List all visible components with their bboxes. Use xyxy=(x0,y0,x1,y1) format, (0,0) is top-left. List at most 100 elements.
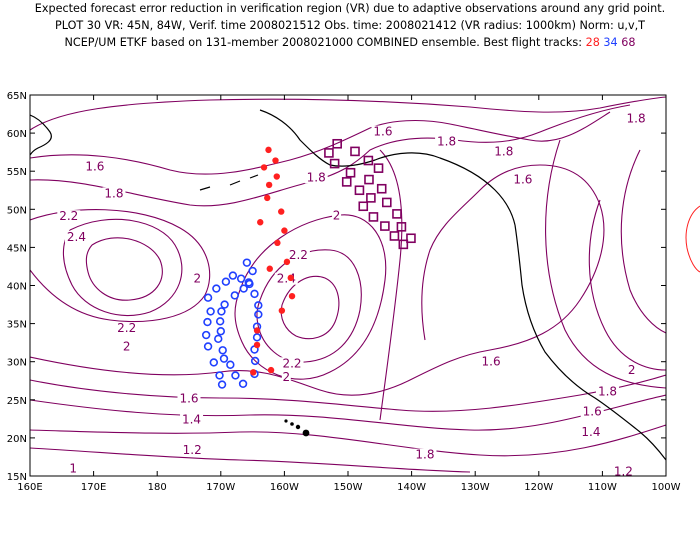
track-34-point xyxy=(214,334,223,344)
track-34-point xyxy=(221,277,231,286)
track-68-point xyxy=(363,155,374,166)
contour-label-bg xyxy=(413,448,437,461)
island xyxy=(284,419,288,423)
track-28-point xyxy=(264,194,271,202)
track-28-point xyxy=(267,366,275,374)
track-34-point xyxy=(215,371,224,380)
contour-label: 2 xyxy=(628,363,636,377)
lat-label: 20N xyxy=(7,434,27,445)
contour-label: 2 xyxy=(333,208,341,222)
contour-label-bg xyxy=(627,364,637,377)
track-68-point xyxy=(329,158,340,169)
contour-label-bg xyxy=(304,171,328,184)
contour-label-bg xyxy=(479,355,503,368)
contour-2-4-mid-ring xyxy=(280,275,340,340)
island xyxy=(295,424,301,430)
track-34-point xyxy=(230,291,239,300)
lat-label: 25N xyxy=(7,396,27,407)
contour-label: 2.2 xyxy=(117,321,136,335)
contour-label: 1.8 xyxy=(437,135,456,149)
track-68-point xyxy=(389,231,400,241)
contour-label-bg xyxy=(595,385,619,398)
track-28-point xyxy=(253,327,261,334)
contour-label: 2 xyxy=(123,340,131,354)
lat-label: 45N xyxy=(7,243,27,254)
track-28-point xyxy=(265,181,273,189)
aleutian-chain xyxy=(199,174,259,191)
track-28-point xyxy=(283,258,291,266)
track-68-point xyxy=(358,201,369,212)
contour-label-bg xyxy=(579,425,603,438)
track-28-point xyxy=(288,292,296,300)
axis-ticks xyxy=(29,94,667,477)
track-68-point xyxy=(392,209,402,219)
track-34-point xyxy=(236,274,246,283)
contour-label-bg xyxy=(192,272,202,285)
contour-label-bg xyxy=(280,357,304,370)
track-28-point xyxy=(257,219,264,226)
track-28-point xyxy=(287,274,294,282)
track-34-point xyxy=(215,317,225,326)
lon-label: 180 xyxy=(148,482,167,493)
track-68-point xyxy=(373,163,384,173)
track-28-point xyxy=(253,341,261,349)
track-34-point xyxy=(203,342,213,351)
lat-label: 30N xyxy=(7,358,27,369)
track-34-point xyxy=(242,258,252,267)
siberia-coast xyxy=(30,114,52,156)
contour-label-bg xyxy=(371,125,395,138)
contour-1-8-central xyxy=(379,149,403,421)
track-28 xyxy=(250,146,296,376)
lat-label: 40N xyxy=(7,282,27,293)
map-content: 1.61.81.81.81.61.81.8 1.62.2 22.42.22 2.42.… xyxy=(30,96,666,478)
contour-1-4-south xyxy=(30,394,666,431)
track-34-point xyxy=(245,279,254,289)
contour-label: 1.4 xyxy=(581,425,600,439)
lat-label: 50N xyxy=(7,205,27,216)
contour-2-west-ring xyxy=(30,209,211,323)
contour-label: 1.6 xyxy=(482,355,501,369)
track-68-point xyxy=(354,185,365,196)
track-68-point xyxy=(366,193,376,203)
latitude-labels: 15N 20N 25N 30N 35N 40N 45N 50N 55N 60N 65N xyxy=(7,91,27,483)
track-34-point xyxy=(219,354,229,363)
island xyxy=(290,422,294,426)
contour-label-bg xyxy=(64,230,88,243)
contour-label-bg xyxy=(122,340,132,353)
contour-label: 2.2 xyxy=(59,209,78,223)
track-34-point xyxy=(231,371,240,380)
contour-2-2-west-ring xyxy=(62,218,183,316)
lon-label: 160W xyxy=(270,482,299,493)
track-28-point xyxy=(265,146,272,154)
lon-label: 150W xyxy=(334,482,363,493)
track-68-point xyxy=(368,212,379,222)
lon-label: 170W xyxy=(206,482,235,493)
hawaii-islands xyxy=(284,419,310,437)
contour-1-6-south xyxy=(30,374,666,412)
track-34-point xyxy=(217,307,226,316)
contour-lines xyxy=(30,96,666,473)
track-34-point xyxy=(250,289,259,299)
track-68-label: 68 xyxy=(621,36,636,49)
lat-label: 65N xyxy=(7,91,27,102)
track-34-point xyxy=(248,266,257,276)
contour-label: 1.6 xyxy=(373,125,392,139)
contour-label: 1.8 xyxy=(494,144,513,158)
contour-1-6-central xyxy=(30,164,605,396)
contour-label: 1.2 xyxy=(614,464,633,478)
track-34-point xyxy=(203,293,213,302)
contour-label: 1.8 xyxy=(307,170,326,184)
contour-1-6-north xyxy=(30,111,611,175)
track-28-point xyxy=(278,208,285,215)
contour-label: 1 xyxy=(69,461,77,475)
contour-label: 1.8 xyxy=(415,448,434,462)
lat-label: 55N xyxy=(7,167,27,178)
contour-2-mid-ring xyxy=(234,214,387,380)
track-34-point xyxy=(252,333,262,342)
verification-region-circle xyxy=(685,205,700,273)
track-28-point xyxy=(273,173,280,180)
track-28-point xyxy=(272,157,279,164)
track-34 xyxy=(201,258,263,389)
track-68-point xyxy=(341,177,352,187)
contour-label: 1.6 xyxy=(85,160,104,174)
